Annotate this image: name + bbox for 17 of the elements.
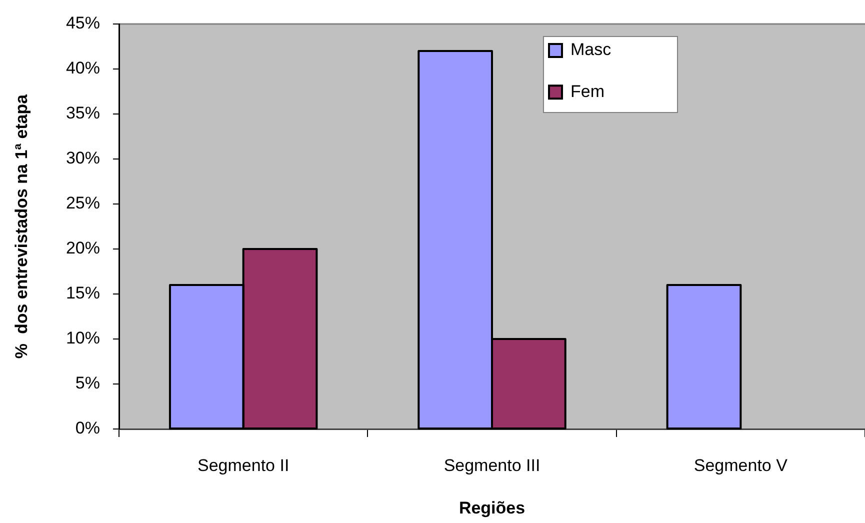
y-tick-label: 40% bbox=[66, 58, 100, 78]
y-tick-label: 45% bbox=[66, 14, 100, 33]
y-axis-title: % dos entrevistados na 1ª etapa bbox=[12, 94, 31, 359]
y-tick-label: 35% bbox=[66, 104, 100, 123]
y-tick-label: 25% bbox=[66, 194, 100, 213]
y-tick-label: 10% bbox=[66, 328, 100, 348]
y-tick-label: 30% bbox=[66, 148, 100, 168]
x-tick-label: Segmento III bbox=[444, 456, 540, 475]
x-tick-label: Segmento II bbox=[197, 456, 290, 475]
legend-label: Fem bbox=[570, 82, 604, 101]
y-tick-label: 5% bbox=[75, 374, 100, 393]
legend-label: Masc bbox=[570, 40, 612, 60]
x-axis-title: Regiões bbox=[458, 498, 526, 518]
y-tick-label: 20% bbox=[66, 238, 100, 258]
y-tick-label: 0% bbox=[75, 418, 100, 438]
x-tick-label: Segmento V bbox=[694, 456, 788, 475]
y-tick-label: 15% bbox=[66, 284, 100, 303]
